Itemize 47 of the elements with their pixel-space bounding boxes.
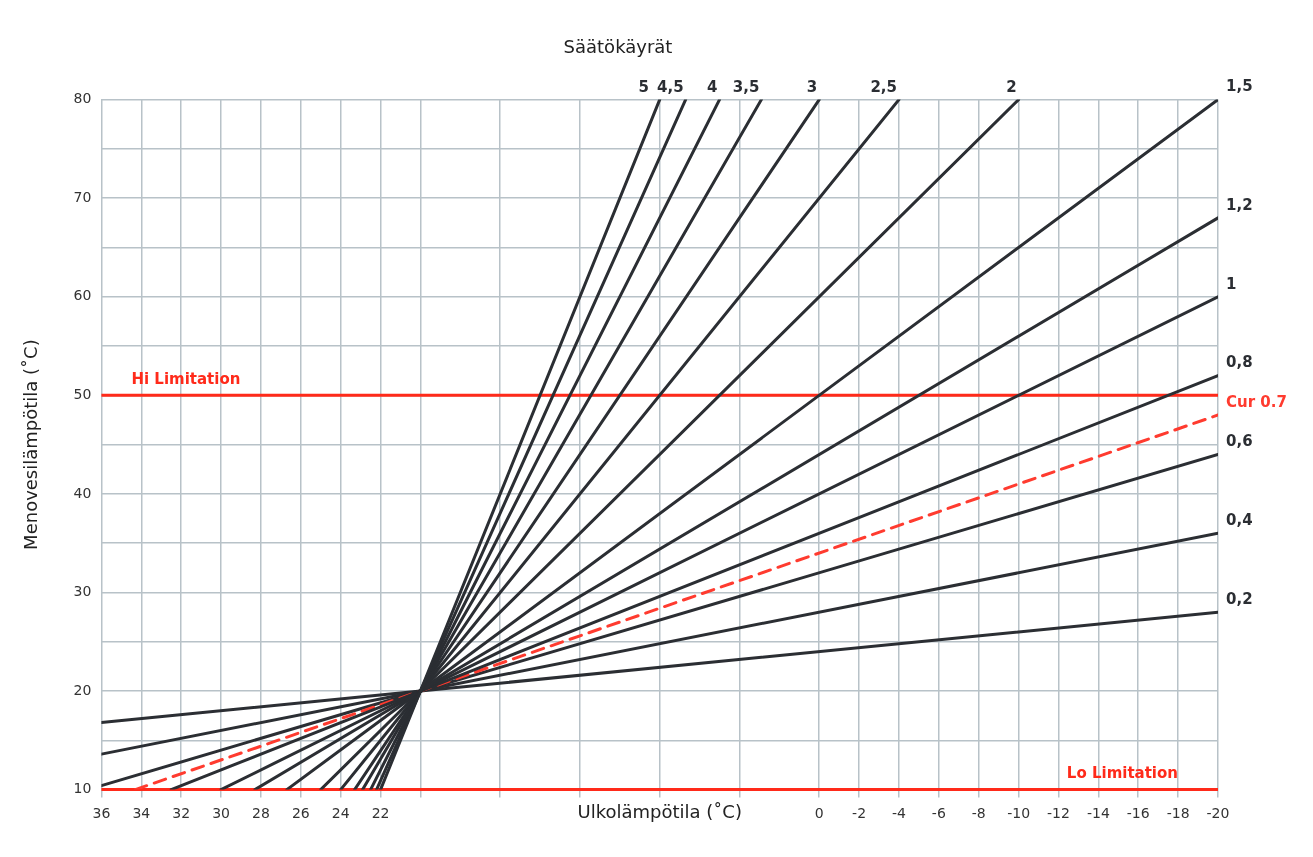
series-label: 4 xyxy=(707,77,718,96)
y-tick-label: 30 xyxy=(73,583,92,600)
ref-line-label: Lo Limitation xyxy=(1066,763,1178,782)
series-label: 0,4 xyxy=(1226,511,1253,530)
x-tick-label: 26 xyxy=(291,804,310,821)
x-tick-label: -10 xyxy=(1007,804,1031,821)
series-label: 1,2 xyxy=(1226,195,1253,214)
x-tick-label: -16 xyxy=(1126,804,1150,821)
x-tick-label: -2 xyxy=(852,804,867,821)
x-tick-label: 32 xyxy=(172,804,191,821)
y-tick-label: 40 xyxy=(73,484,92,501)
series-label: 2,5 xyxy=(870,77,897,96)
x-tick-label: 34 xyxy=(132,804,151,821)
x-axis-title: Ulkolämpötila (˚C) xyxy=(577,800,742,822)
x-tick-label: 30 xyxy=(212,804,230,821)
x-tick-label: -12 xyxy=(1047,804,1070,821)
y-axis-title: Menovesilämpötila (˚C) xyxy=(20,339,42,550)
x-tick-label: 0 xyxy=(814,804,824,821)
series-label: 2 xyxy=(1006,77,1017,96)
x-tick-label: -4 xyxy=(891,804,907,821)
series-label: 0,2 xyxy=(1226,590,1253,609)
series-label: 1 xyxy=(1226,274,1237,293)
series-label: 0,8 xyxy=(1226,353,1253,372)
y-tick-label: 10 xyxy=(73,780,92,797)
series-label: 5 xyxy=(638,77,650,96)
chart-title: Säätökäyrät xyxy=(563,36,673,58)
y-tick-label: 60 xyxy=(73,287,92,304)
x-tick-label: -8 xyxy=(971,804,986,821)
x-tick-label: -18 xyxy=(1166,804,1190,821)
x-tick-label: 28 xyxy=(252,804,270,821)
x-tick-label: -14 xyxy=(1086,804,1110,821)
x-tick-label: 24 xyxy=(331,804,350,821)
y-tick-label: 20 xyxy=(73,681,92,698)
series-label: 3 xyxy=(806,77,818,96)
series-label: 3,5 xyxy=(732,77,760,96)
y-tick-label: 50 xyxy=(73,385,92,402)
ref-line-label: Hi Limitation xyxy=(131,369,241,388)
x-tick-label: -20 xyxy=(1206,804,1230,821)
series-label: Cur 0.7 xyxy=(1226,392,1287,411)
series-label: 0,6 xyxy=(1226,432,1253,451)
y-tick-label: 70 xyxy=(73,188,92,205)
x-tick-label: 22 xyxy=(371,804,390,821)
x-tick-label: 36 xyxy=(92,804,111,821)
x-tick-label: -6 xyxy=(931,804,946,821)
series-label: 1,5 xyxy=(1226,77,1253,96)
y-tick-label: 80 xyxy=(73,90,92,107)
series-label: 4,5 xyxy=(657,77,684,96)
